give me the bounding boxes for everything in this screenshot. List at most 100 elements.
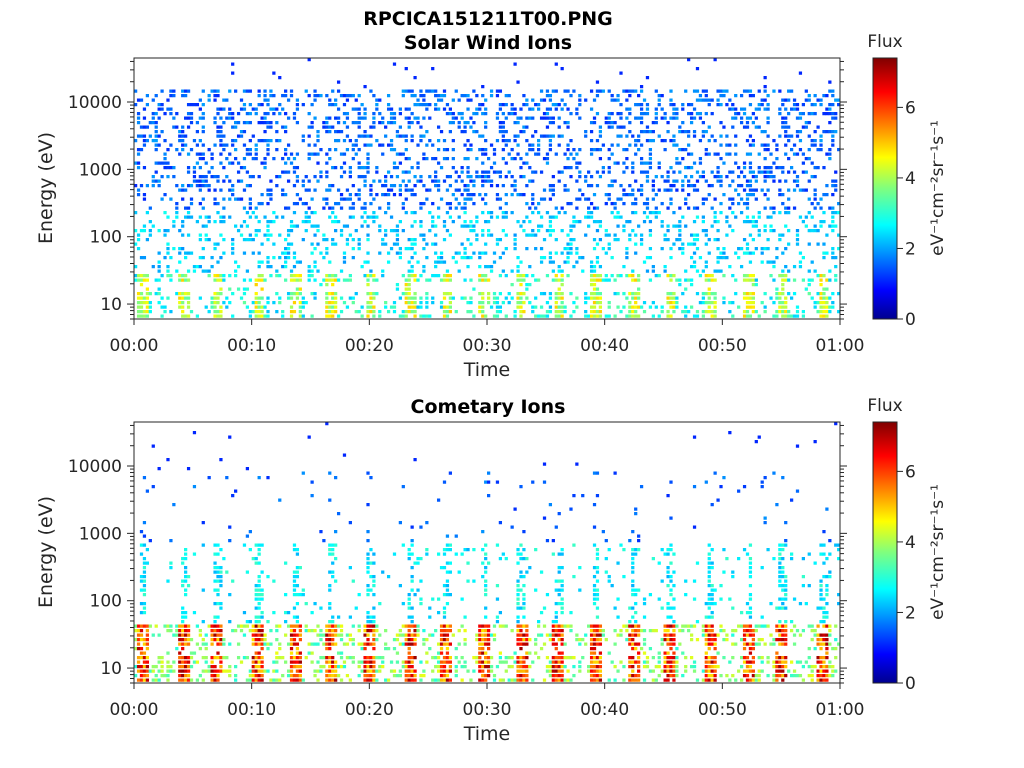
heatmap-cell [528, 301, 532, 305]
heatmap-cell [272, 256, 276, 260]
heatmap-cell [792, 103, 797, 107]
heatmap-cell [195, 220, 200, 224]
heatmap-cell [269, 642, 273, 646]
heatmap-cell [151, 665, 155, 669]
heatmap-cell [363, 260, 367, 264]
heatmap-cell [325, 624, 329, 628]
heatmap-cell [257, 301, 261, 305]
heatmap-cell [389, 121, 394, 125]
heatmap-cell [381, 269, 385, 273]
heatmap-cell [660, 247, 664, 251]
heatmap-cell [392, 229, 397, 233]
heatmap-cell [837, 202, 841, 206]
heatmap-cell [334, 674, 338, 678]
heatmap-cell [184, 274, 188, 278]
heatmap-cell [289, 220, 294, 224]
heatmap-cell [413, 193, 417, 197]
heatmap-cell [807, 242, 811, 246]
heatmap-cell [260, 629, 264, 633]
heatmap-cell [748, 134, 753, 138]
heatmap-cell [757, 211, 761, 215]
heatmap-cell [631, 170, 635, 174]
heatmap-cell [386, 103, 391, 107]
heatmap-cell [354, 310, 358, 314]
heatmap-cell [507, 94, 511, 98]
heatmap-cell [254, 157, 258, 161]
heatmap-cell [207, 170, 211, 174]
heatmap-cell [766, 188, 770, 192]
heatmap-cell [634, 310, 638, 314]
heatmap-cell [254, 233, 258, 237]
heatmap-cell [207, 220, 211, 224]
heatmap-cell [692, 265, 697, 269]
heatmap-cell [516, 121, 520, 125]
heatmap-cell [260, 624, 264, 628]
heatmap-cell [695, 67, 700, 71]
heatmap-cell [266, 193, 270, 197]
heatmap-cell [189, 112, 194, 116]
heatmap-cell [363, 660, 367, 664]
heatmap-cell [519, 624, 523, 628]
heatmap-cell [584, 314, 588, 318]
heatmap-cell [260, 161, 264, 165]
heatmap-cell [560, 579, 564, 583]
heatmap-cell [687, 166, 691, 170]
heatmap-cell [401, 89, 405, 93]
heatmap-cell [501, 130, 505, 134]
heatmap-cell [472, 579, 476, 583]
heatmap-cell [298, 656, 302, 660]
heatmap-cell [481, 274, 485, 278]
heatmap-cell [745, 184, 750, 188]
heatmap-cell [619, 103, 623, 107]
heatmap-cell [263, 215, 267, 219]
heatmap-cell [372, 642, 376, 646]
heatmap-cell [201, 125, 205, 129]
heatmap-cell [810, 229, 814, 233]
heatmap-cell [357, 175, 361, 179]
heatmap-cell [236, 161, 241, 165]
heatmap-cell [716, 260, 720, 264]
heatmap-cell [795, 314, 800, 318]
heatmap-cell [587, 184, 591, 188]
heatmap-cell [407, 633, 411, 637]
heatmap-cell [569, 94, 573, 98]
heatmap-cell [163, 229, 167, 233]
heatmap-cell [216, 94, 220, 98]
heatmap-cell [145, 489, 150, 493]
heatmap-cell [301, 220, 305, 224]
heatmap-cell [316, 269, 320, 273]
heatmap-cell [384, 184, 388, 188]
heatmap-cell [563, 188, 567, 192]
heatmap-cell [369, 89, 373, 93]
heatmap-cell [522, 615, 526, 619]
heatmap-cell [478, 665, 482, 669]
heatmap-cell [448, 593, 452, 597]
heatmap-cell [334, 292, 338, 296]
heatmap-cell [689, 256, 694, 260]
heatmap-cell [210, 638, 214, 642]
heatmap-cell [266, 260, 270, 264]
heatmap-cell [419, 678, 423, 682]
heatmap-cell [419, 660, 423, 664]
heatmap-cell [604, 233, 608, 237]
heatmap-cell [604, 202, 608, 206]
heatmap-cell [257, 265, 261, 269]
heatmap-cell [639, 107, 644, 111]
heatmap-cell [478, 651, 482, 655]
heatmap-cell [554, 107, 558, 111]
heatmap-cell [210, 665, 214, 669]
heatmap-cell [228, 215, 232, 219]
heatmap-cell [157, 678, 161, 682]
heatmap-cell [607, 112, 611, 116]
heatmap-cell [154, 112, 158, 116]
heatmap-cell [625, 157, 629, 161]
heatmap-cell [519, 224, 523, 228]
heatmap-cell [695, 292, 700, 296]
heatmap-cell [675, 107, 679, 111]
heatmap-cell [481, 633, 485, 637]
heatmap-cell [484, 665, 488, 669]
heatmap-cell [181, 660, 185, 664]
heatmap-cell [631, 292, 635, 296]
heatmap-cell [398, 134, 402, 138]
heatmap-cell [716, 89, 720, 93]
